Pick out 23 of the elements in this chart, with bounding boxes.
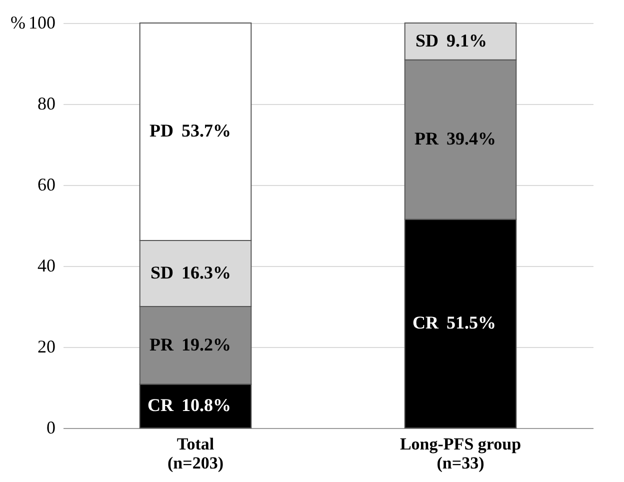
x-tick-label: Long-PFS group (n=33) xyxy=(400,434,522,472)
text: SD xyxy=(150,262,174,282)
series-label: PD xyxy=(150,120,174,141)
data-label: 19.2% xyxy=(182,334,231,354)
y-tick-label: 0 xyxy=(46,418,56,438)
text: CR xyxy=(148,395,174,416)
y-tick-label: 40 xyxy=(38,256,56,276)
data-label: 53.7% xyxy=(182,120,231,141)
y-axis-title: % xyxy=(10,12,26,32)
y-tick-label: 80 xyxy=(38,94,56,114)
series-label: CR xyxy=(412,312,440,333)
data-label: 39.4% xyxy=(446,128,496,149)
data-label: 9.1% xyxy=(446,30,487,50)
series-label: PR xyxy=(414,128,440,149)
y-tick-label: 20 xyxy=(38,336,56,356)
data-label: 10.8% xyxy=(182,395,231,416)
series-label: SD xyxy=(415,30,438,50)
x-tick-label: Total (n=203) xyxy=(168,434,224,472)
y-tick-label: 100 xyxy=(28,12,56,32)
data-label: 16.3% xyxy=(182,262,231,282)
data-label: 51.5% xyxy=(446,312,496,333)
y-tick-label: 60 xyxy=(38,174,56,194)
text: PR xyxy=(150,334,174,354)
